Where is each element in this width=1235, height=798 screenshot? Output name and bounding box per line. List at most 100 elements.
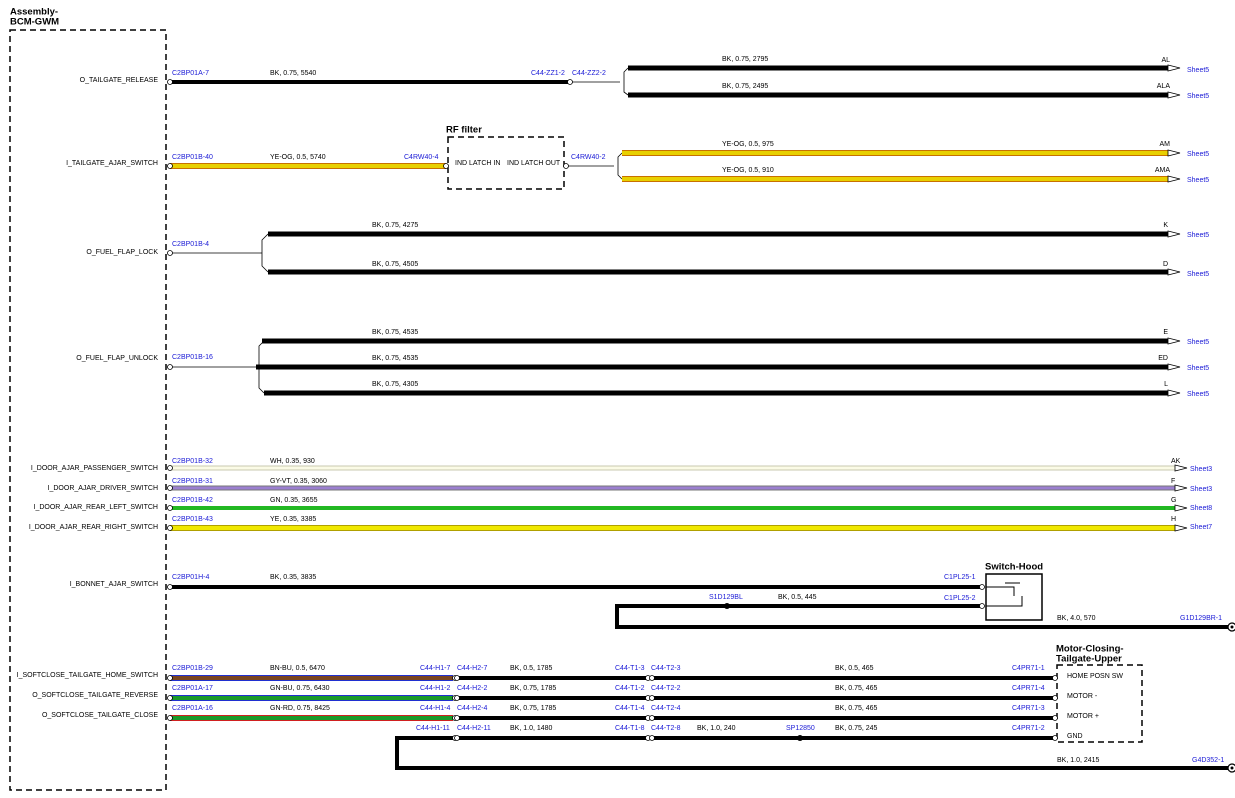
- connector-label: C44-T2-8: [651, 725, 681, 732]
- off-sheet-arrow: [1174, 484, 1188, 492]
- wire: [623, 67, 629, 96]
- wire-label: BK, 4.0, 570: [1057, 615, 1096, 622]
- off-sheet-arrow: [1167, 149, 1181, 157]
- connector-label: C1PL25-2: [944, 595, 976, 602]
- connector-label: C2BP01B-4: [172, 241, 209, 248]
- connector-label: C2BP01B-42: [172, 497, 213, 504]
- pin-label: HOME POSN SW: [1067, 673, 1123, 680]
- module-title: BCM-GWM: [10, 17, 59, 28]
- wire-label: H: [1171, 516, 1176, 523]
- connector-label: Sheet7: [1190, 524, 1212, 531]
- wire-label: ALA: [1157, 83, 1171, 90]
- wire-label: BK, 0.5, 445: [778, 594, 817, 601]
- off-sheet-arrow: [1167, 337, 1181, 345]
- off-sheet-arrow: [1167, 230, 1181, 238]
- connector-label: C2BP01B-40: [172, 154, 213, 161]
- connector: [649, 675, 655, 681]
- connector-label: C2BP01A-17: [172, 685, 213, 692]
- connector-label: Sheet8: [1190, 505, 1212, 512]
- connector: [567, 79, 573, 85]
- component-title: RF filter: [446, 125, 482, 136]
- connector-label: C44-H2-7: [457, 665, 487, 672]
- wire-label: BN-BU, 0.5, 6470: [270, 665, 325, 672]
- rf-filter-box: [447, 136, 565, 190]
- signal-name: I_DOOR_AJAR_REAR_LEFT_SWITCH: [34, 504, 158, 511]
- wire-label: YE, 0.35, 3385: [270, 516, 316, 523]
- connector-label: C44-T1-3: [615, 665, 645, 672]
- connector: [167, 250, 173, 256]
- signal-name: I_BONNET_AJAR_SWITCH: [70, 581, 158, 588]
- connector-label: Sheet5: [1187, 151, 1209, 158]
- connector-label: Sheet5: [1187, 391, 1209, 398]
- wire: [261, 233, 269, 273]
- connector: [979, 603, 985, 609]
- connector: [649, 735, 655, 741]
- off-sheet-arrow: [1174, 504, 1188, 512]
- splice: [797, 735, 803, 741]
- connector-label: C2BP01A-16: [172, 705, 213, 712]
- wire-label: BK, 1.0, 1480: [510, 725, 553, 732]
- module-title: Assembly-: [10, 7, 58, 18]
- connector: [454, 715, 460, 721]
- connector-label: C44-H1-11: [416, 725, 450, 732]
- wire-label: F: [1171, 478, 1175, 485]
- signal-name: O_SOFTCLOSE_TAILGATE_CLOSE: [42, 712, 158, 719]
- signal-name: I_SOFTCLOSE_TAILGATE_HOME_SWITCH: [17, 672, 158, 679]
- wire-label: BK, 0.75, 4275: [372, 222, 418, 229]
- connector-label: C44-ZZ1-2: [531, 70, 565, 77]
- ground: [1230, 625, 1234, 629]
- connector-label: C44-T1-2: [615, 685, 645, 692]
- connector-label: Sheet5: [1187, 232, 1209, 239]
- signal-name: O_FUEL_FLAP_UNLOCK: [76, 355, 158, 362]
- connector: [649, 715, 655, 721]
- connector-label: C2BP01B-31: [172, 478, 213, 485]
- connector-label: G1D129BR-1: [1180, 615, 1222, 622]
- connector: [167, 675, 173, 681]
- wire-label: E: [1163, 329, 1168, 336]
- connector-label: Sheet5: [1187, 365, 1209, 372]
- wire: [615, 604, 1228, 629]
- off-sheet-arrow: [1167, 268, 1181, 276]
- connector-label: Sheet3: [1190, 466, 1212, 473]
- wire-label: BK, 0.5, 1785: [510, 665, 553, 672]
- wire-label: BK, 0.75, 4535: [372, 329, 418, 336]
- off-sheet-arrow: [1167, 389, 1181, 397]
- module-box: [9, 29, 167, 791]
- off-sheet-arrow: [1174, 524, 1188, 532]
- pin-label: IND LATCH IN: [455, 160, 500, 167]
- connector: [167, 79, 173, 85]
- wire: [395, 736, 1228, 770]
- wire-label: BK, 1.0, 240: [697, 725, 736, 732]
- wire-label: GN-BU, 0.75, 6430: [270, 685, 330, 692]
- wire-label: YE-OG, 0.5, 975: [722, 141, 774, 148]
- wire-label: G: [1171, 497, 1176, 504]
- connector-label: C44-T2-4: [651, 705, 681, 712]
- signal-name: O_TAILGATE_RELEASE: [80, 77, 159, 84]
- connector-label: C4RW40-4: [404, 154, 439, 161]
- off-sheet-arrow: [1167, 175, 1181, 183]
- connector: [167, 584, 173, 590]
- connector-label: C44-T1-8: [615, 725, 645, 732]
- connector-label: C2BP01H-4: [172, 574, 209, 581]
- connector-label: C4RW40-2: [571, 154, 606, 161]
- connector-label: C44-H2-4: [457, 705, 487, 712]
- wire: [617, 152, 623, 180]
- component-title: Tailgate-Upper: [1056, 654, 1122, 665]
- wire-label: AM: [1160, 141, 1171, 148]
- connector-label: C2BP01B-29: [172, 665, 213, 672]
- wire-label: ED: [1158, 355, 1168, 362]
- wire-label: BK, 0.75, 4305: [372, 381, 418, 388]
- connector-label: C44-T2-3: [651, 665, 681, 672]
- signal-name: I_DOOR_AJAR_DRIVER_SWITCH: [48, 485, 158, 492]
- connector: [1052, 675, 1058, 681]
- switch-hood-box: [985, 573, 1043, 621]
- motor-box: [1056, 664, 1143, 743]
- signal-name: O_FUEL_FLAP_LOCK: [86, 249, 158, 256]
- wire-label: BK, 0.75, 4535: [372, 355, 418, 362]
- wire-label: BK, 0.75, 465: [835, 705, 878, 712]
- off-sheet-arrow: [1174, 464, 1188, 472]
- pin-label: IND LATCH OUT: [507, 160, 561, 167]
- signal-name: I_TAILGATE_AJAR_SWITCH: [66, 160, 158, 167]
- wire-label: GN, 0.35, 3655: [270, 497, 318, 504]
